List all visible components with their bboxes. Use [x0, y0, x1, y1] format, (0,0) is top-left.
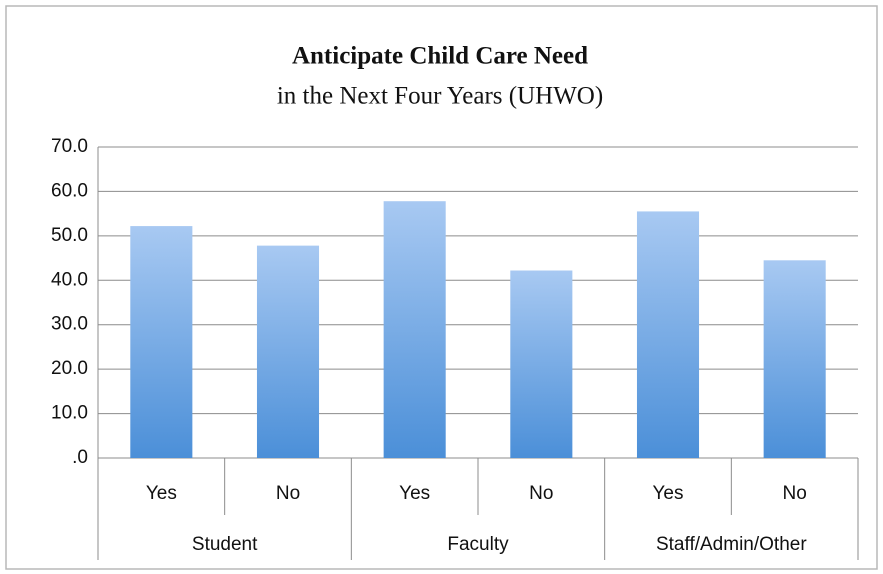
x-tick-label: Yes	[146, 483, 177, 504]
chart-subtitle: in the Next Four Years (UHWO)	[277, 83, 603, 110]
y-tick-label: 40.0	[51, 269, 88, 290]
group-label: Student	[192, 534, 258, 555]
x-tick-label: Yes	[653, 483, 684, 504]
bar	[256, 245, 320, 458]
x-tick-label: Yes	[399, 483, 430, 504]
bar	[510, 270, 573, 458]
x-tick-label: No	[783, 483, 807, 504]
y-tick-label: 20.0	[51, 358, 88, 379]
group-label: Faculty	[447, 534, 509, 555]
y-tick-label: .0	[72, 447, 88, 468]
bar	[130, 226, 193, 458]
y-tick-label: 50.0	[51, 225, 88, 246]
y-tick-label: 60.0	[51, 180, 88, 201]
y-tick-label: 30.0	[51, 314, 88, 335]
bar	[383, 201, 446, 458]
bar	[763, 260, 826, 458]
x-tick-label: No	[276, 483, 300, 504]
x-tick-label: No	[529, 483, 553, 504]
y-tick-label: 70.0	[51, 136, 88, 157]
group-label: Staff/Admin/Other	[656, 534, 807, 555]
bar	[636, 211, 700, 458]
y-tick-label: 10.0	[51, 403, 88, 424]
chart-title: Anticipate Child Care Need	[292, 43, 588, 70]
